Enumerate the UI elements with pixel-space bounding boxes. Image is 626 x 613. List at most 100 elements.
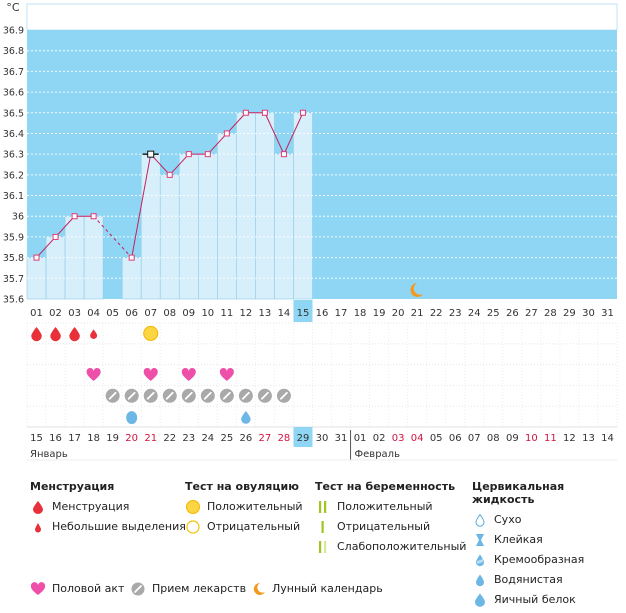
legend-menstruation: Менструация Менструация Небольшие выделе…	[30, 480, 190, 540]
cycle-day-label: 09	[506, 433, 519, 444]
legend-item-pregnancy-negative: Отрицательный	[315, 520, 465, 540]
temperature-segment	[36, 236, 56, 258]
x-day-label: 27	[525, 308, 538, 319]
legend-item-fluid-dry: Сухо	[472, 513, 622, 533]
legend-label: Половой акт	[52, 582, 125, 595]
y-tick-label: 35.8	[3, 253, 24, 264]
cycle-day-label: 21	[144, 433, 157, 444]
legend-item-fluid-watery: Водянистая	[472, 573, 622, 593]
temperature-segment	[55, 215, 75, 238]
legend-item-spotting: Небольшие выделения	[30, 520, 190, 540]
legend-label: Менструация	[52, 500, 130, 513]
cycle-day-label: 19	[106, 433, 119, 444]
cycle-day-label: 14	[601, 433, 614, 444]
watery-drop-icon	[476, 574, 484, 587]
cycle-day-label: 06	[449, 433, 462, 444]
x-day-label: 21	[411, 308, 424, 319]
temperature-point-06	[128, 254, 135, 261]
legend-ovulation-title: Тест на овуляцию	[185, 480, 299, 493]
legend-menstruation-title: Менструация	[30, 480, 115, 493]
x-day-label: 28	[544, 308, 557, 319]
cycle-day-label: 16	[49, 433, 62, 444]
legend-medication: Прием лекарств	[130, 581, 246, 597]
cycle-day-label: 30	[316, 433, 329, 444]
sticky-icon	[476, 534, 484, 546]
small-blood-drop-icon	[35, 523, 41, 533]
faint-two-lines-icon	[319, 541, 327, 553]
cycle-day-label: 13	[582, 433, 595, 444]
cycle-day-label: 27	[259, 433, 272, 444]
x-day-label: 08	[163, 308, 176, 319]
cycle-day-label: 04	[411, 433, 424, 444]
x-day-label: 17	[335, 308, 348, 319]
cycle-day-label: 28	[278, 433, 291, 444]
blood-drop-icon	[33, 501, 43, 514]
temperature-segment	[226, 112, 247, 134]
x-day-label: 02	[49, 308, 62, 319]
heart-icon	[219, 367, 234, 381]
ovulation-positive-icon	[143, 325, 159, 341]
pill-stroke	[280, 391, 288, 400]
chart-plot-area	[26, 3, 618, 299]
y-tick-label: 36.6	[3, 88, 24, 99]
legend-label: Водянистая	[494, 573, 563, 586]
legend-item-fluid-eggwhite: Яичный белок	[472, 593, 622, 613]
x-day-label: 24	[468, 308, 481, 319]
small-blood-drop-icon	[90, 329, 98, 339]
x-day-label: 15	[297, 308, 310, 319]
temperature-bar-10	[197, 153, 218, 300]
y-axis: 36.9 36.8 36.7 36.6 36.5 36.4 36.3 36.2 36.1 36 35…	[3, 1, 24, 306]
legend-item-menstruation: Менструация	[30, 500, 190, 520]
heart-icon	[143, 367, 158, 381]
temperature-bar-15	[293, 112, 313, 300]
legend-label: Отрицательный	[207, 520, 301, 533]
temperature-point-04	[90, 213, 97, 220]
legend-fluid: Цервикальная жидкость Сухо Клейкая Кремо…	[472, 480, 622, 613]
temperature-point-09	[185, 151, 192, 158]
x-day-label: 22	[430, 308, 443, 319]
x-day-label: 29	[563, 308, 576, 319]
legend-label: Сухо	[494, 513, 522, 526]
legend-label: Положительный	[207, 500, 303, 513]
x-day-label: 14	[278, 308, 291, 319]
x-day-label: 04	[87, 308, 100, 319]
pill-stroke	[184, 391, 193, 400]
temperature-point-11	[223, 130, 230, 137]
blood-drop-icon	[69, 327, 80, 342]
cycle-day-label: 07	[468, 433, 481, 444]
x-day-label: 03	[68, 308, 81, 319]
cycle-day-label: 31	[335, 433, 348, 444]
watery-drop-icon	[241, 410, 251, 424]
cycle-day-label: 25	[220, 433, 233, 444]
temperature-point-02	[52, 233, 59, 240]
cycle-day-label: 18	[87, 433, 100, 444]
blood-drop-icon	[50, 327, 61, 342]
egg-white-drop-icon	[126, 411, 138, 425]
temperature-segment	[283, 112, 304, 155]
legend-pregnancy: Тест на беременность Положительный Отриц…	[315, 480, 466, 560]
temperature-segment	[264, 112, 285, 155]
y-tick-label: 35.6	[3, 295, 24, 306]
x-day-label: 10	[201, 308, 214, 319]
chart-sky-background	[27, 30, 617, 299]
cycle-day-label: 10	[525, 433, 538, 444]
x-day-label: 13	[259, 308, 272, 319]
y-tick-label: 36.5	[3, 108, 24, 119]
one-line-icon	[321, 521, 324, 533]
x-day-label: 16	[316, 308, 329, 319]
y-tick-label: 36	[12, 212, 24, 223]
legend-label: Прием лекарств	[152, 582, 247, 595]
temperature-point-01	[33, 254, 40, 261]
pill-stroke	[203, 391, 212, 400]
cycle-day-label: 15	[30, 433, 43, 444]
legend-label: Кремообразная	[494, 553, 585, 566]
y-axis-unit: °C	[6, 1, 20, 14]
heart-icon	[86, 367, 101, 381]
cycle-day-label: 08	[487, 433, 500, 444]
y-tick-label: 36.9	[3, 26, 24, 37]
temperature-bar-09	[178, 153, 199, 300]
temperature-point-08	[166, 171, 173, 178]
temperature-segment	[207, 133, 228, 155]
y-tick-label: 36.8	[3, 46, 24, 57]
month-label-january: Январь	[30, 449, 68, 460]
